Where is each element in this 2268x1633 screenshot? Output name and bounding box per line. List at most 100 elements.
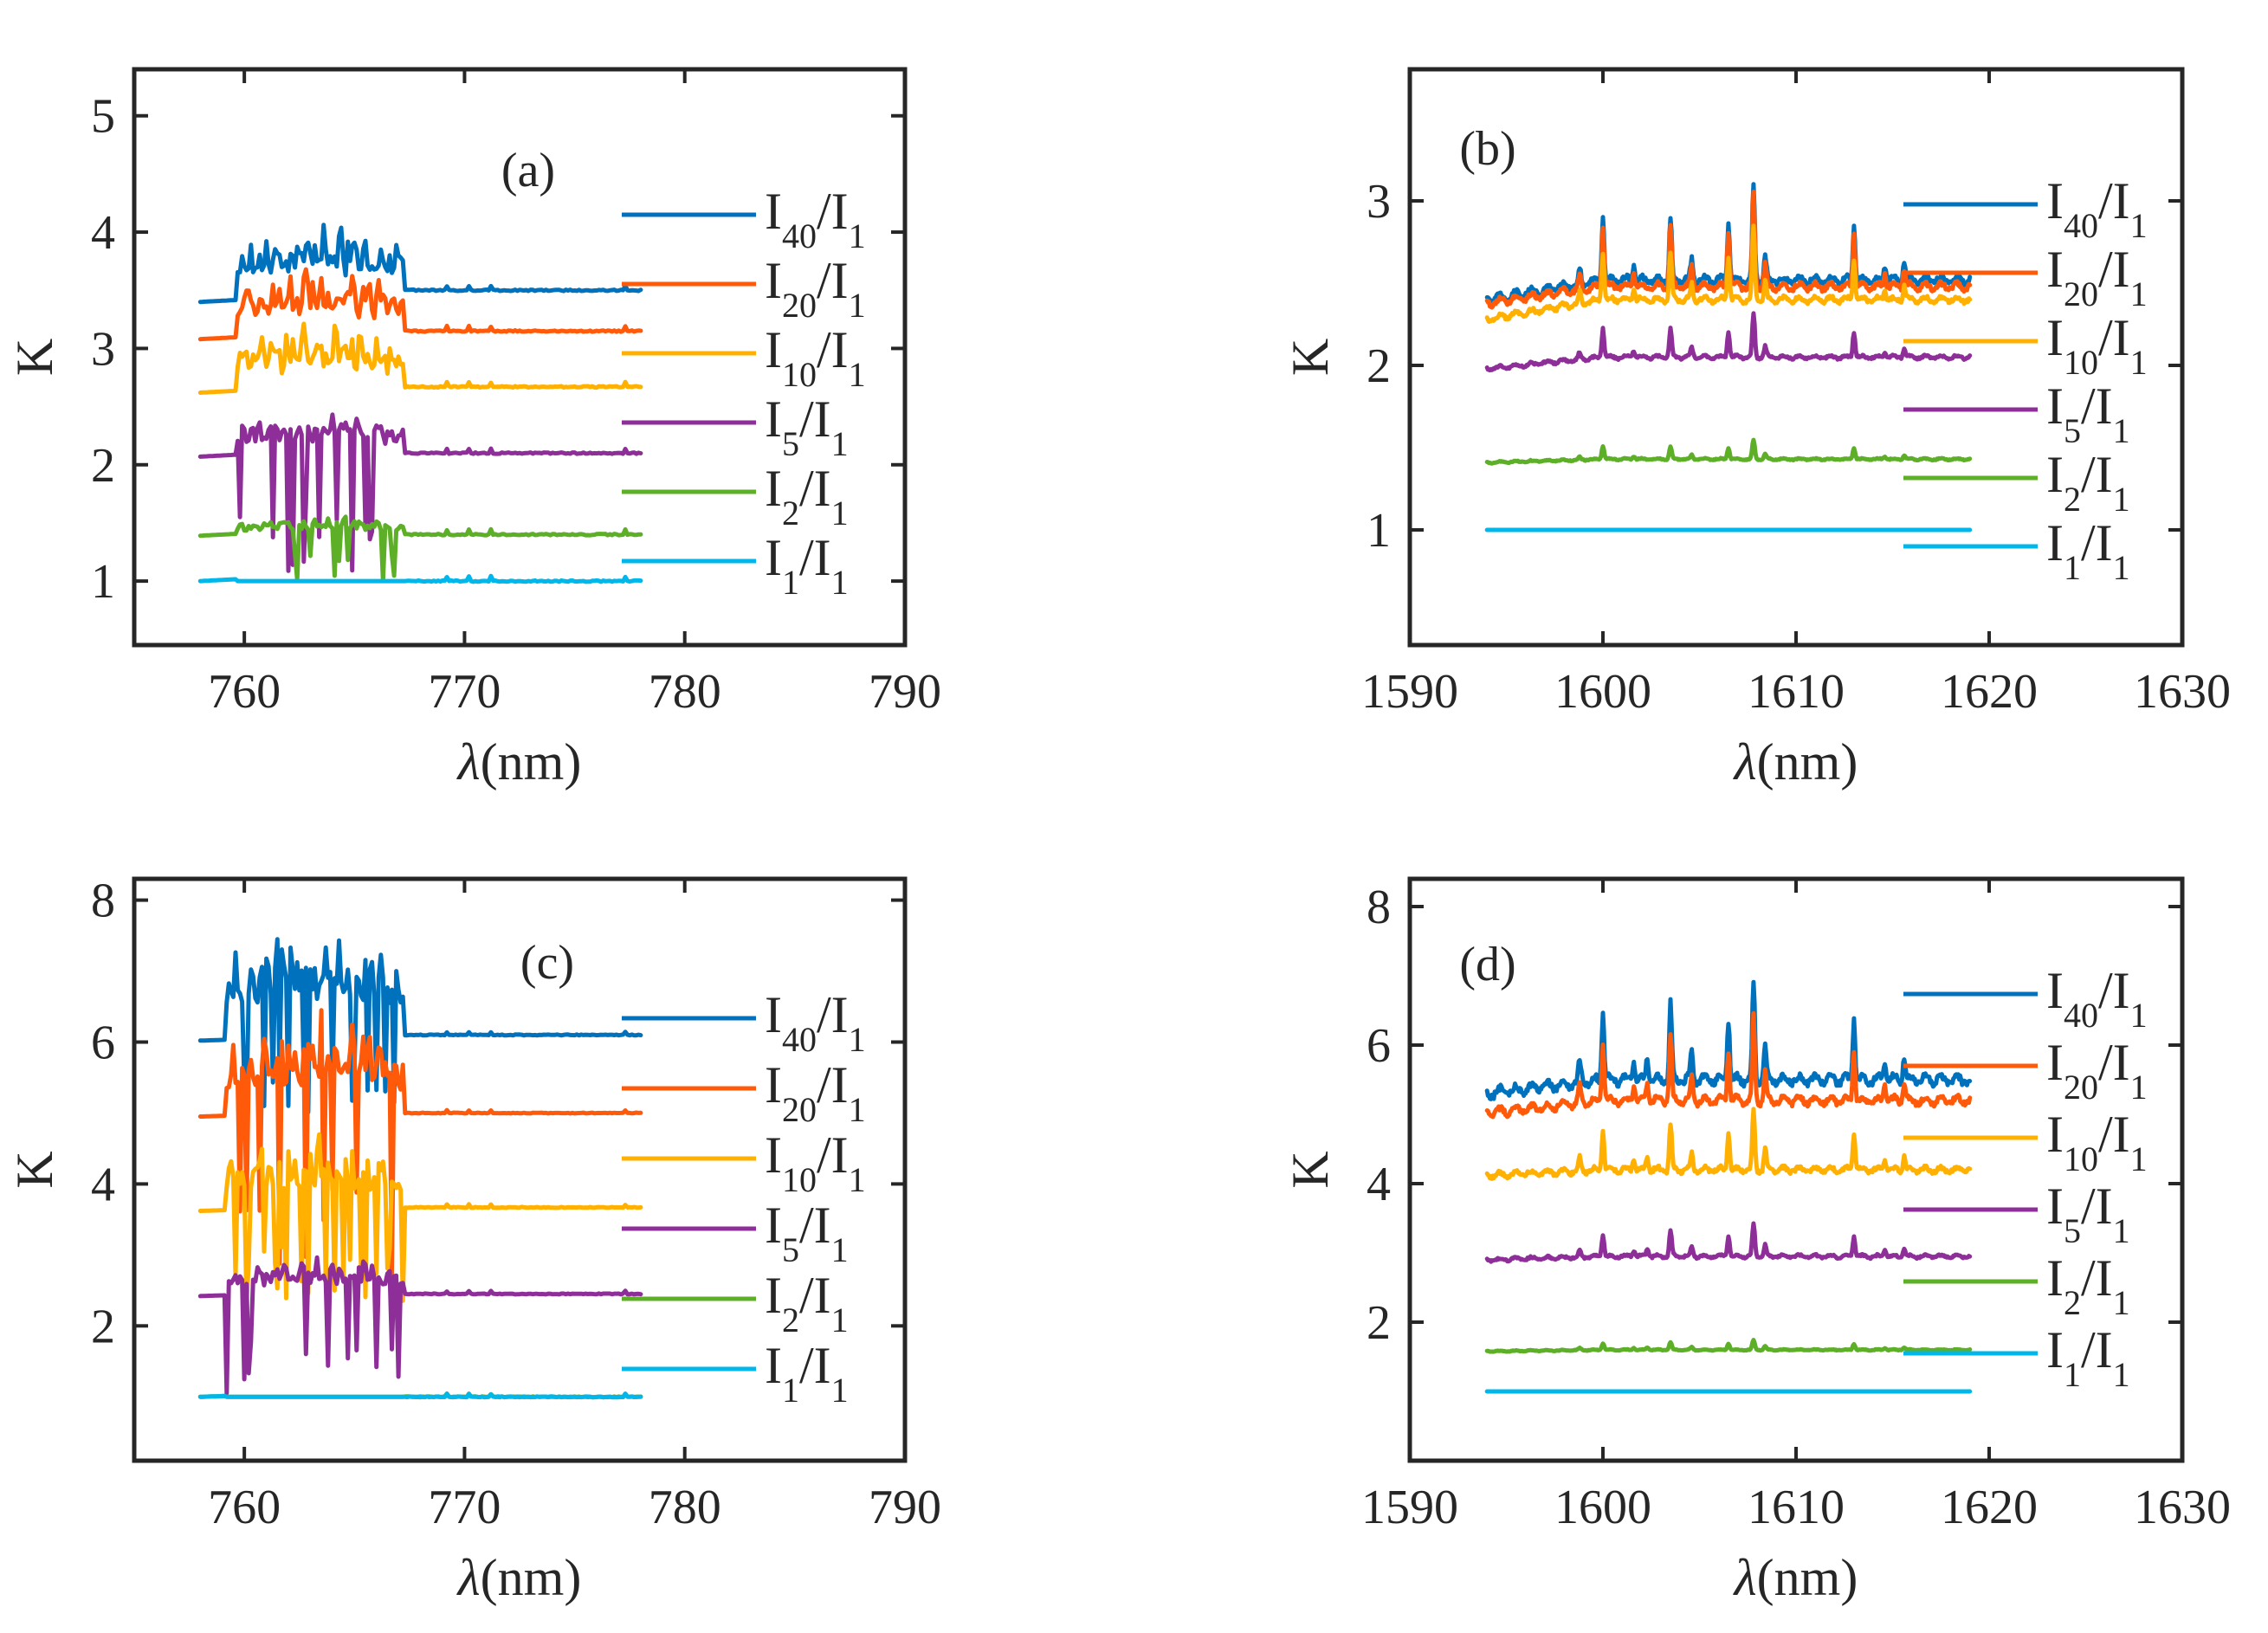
axes-frame [132, 876, 908, 1463]
legend-entry-i1: I1/I1 [2046, 1321, 2130, 1394]
series-line-i2 [1484, 1338, 1973, 1354]
legend-entry-i20: I20/I1 [2046, 1034, 2148, 1107]
x-tick-label: 1600 [1554, 1481, 1651, 1534]
y-tick-label: 4 [91, 206, 115, 260]
series-line-i5 [1484, 311, 1973, 373]
x-axis-symbol: λ [456, 1549, 481, 1606]
legend-entry-i1: I1/I1 [765, 1337, 849, 1410]
y-tick-label: 1 [1367, 504, 1391, 558]
x-axis-symbol: λ [1733, 733, 1757, 791]
y-tick-label: 1 [91, 555, 115, 609]
x-tick-label: 1630 [2134, 1481, 2231, 1534]
x-tick-label: 1620 [1941, 1481, 2038, 1534]
x-tick-label: 780 [649, 665, 721, 719]
legend-entry-i5: I5/I1 [2046, 1178, 2130, 1250]
x-tick-label: 1610 [1748, 665, 1845, 719]
series-group [197, 937, 643, 1400]
legend-entry-i2: I2/I1 [765, 1267, 849, 1339]
y-tick-label: 4 [91, 1158, 115, 1211]
series-line-i40 [197, 937, 643, 1115]
x-tick-label: 790 [869, 665, 941, 719]
x-axis-unit: (nm) [1757, 1549, 1858, 1606]
x-tick-label: 1610 [1748, 1481, 1845, 1534]
x-axis-label: λ(nm) [1733, 733, 1858, 791]
series-line-i40 [1484, 182, 1973, 305]
legend-entry-i10: I10/I1 [765, 321, 866, 394]
series-line-i20 [197, 267, 643, 342]
series-line-i40 [197, 223, 643, 305]
panel-label: (a) [501, 144, 555, 197]
legend-entry-i20: I20/I1 [765, 252, 866, 325]
y-tick-label: 8 [91, 875, 115, 928]
series-line-i10 [1484, 223, 1973, 324]
x-tick-label: 1600 [1554, 665, 1651, 719]
legend-entry-i10: I10/I1 [2046, 1106, 2148, 1178]
legend-entry-i10: I10/I1 [765, 1126, 866, 1199]
y-axis-label: K [1282, 339, 1339, 376]
series-group [1484, 979, 1973, 1394]
legend-entry-i1: I1/I1 [765, 529, 849, 602]
y-axis-label: K [6, 1151, 63, 1188]
x-axis-unit: (nm) [1757, 733, 1858, 791]
legend-entry-i40: I40/I1 [765, 986, 866, 1059]
series-group [1484, 182, 1973, 532]
legend-entry-i5: I5/I1 [765, 390, 849, 463]
y-tick-label: 2 [1367, 1296, 1391, 1350]
x-axis-label: λ(nm) [1733, 1549, 1858, 1606]
y-axis-label: K [6, 339, 63, 376]
x-axis-symbol: λ [456, 733, 481, 791]
series-line-i5 [197, 412, 643, 573]
panel-label: (b) [1459, 122, 1515, 176]
y-tick-label: 2 [91, 439, 115, 493]
y-tick-label: 6 [91, 1016, 115, 1069]
legend-entry-i5: I5/I1 [765, 1197, 849, 1269]
legend-entry-i2: I2/I1 [765, 460, 849, 532]
series-line-i2 [1484, 437, 1973, 466]
y-tick-label: 3 [91, 322, 115, 376]
legend-entry-i20: I20/I1 [2046, 241, 2148, 313]
x-tick-label: 1590 [1361, 1481, 1458, 1534]
y-tick-label: 3 [1367, 175, 1391, 229]
y-tick-label: 2 [1367, 339, 1391, 393]
x-axis-symbol: λ [1733, 1549, 1757, 1606]
x-tick-label: 760 [208, 1481, 281, 1534]
legend-entry-i40: I40/I1 [765, 183, 866, 255]
y-tick-label: 2 [91, 1300, 115, 1353]
panel-label: (d) [1459, 938, 1515, 991]
series-line-i10 [197, 1132, 643, 1305]
legend-entry-i1: I1/I1 [2046, 514, 2130, 587]
y-axis-label: K [1282, 1151, 1339, 1188]
series-line-i40 [1484, 979, 1973, 1101]
legend-entry-i2: I2/I1 [2046, 1249, 2130, 1322]
legend-entry-i10: I10/I1 [2046, 309, 2148, 382]
x-axis-unit: (nm) [481, 733, 582, 791]
x-tick-label: 770 [428, 1481, 501, 1534]
x-tick-label: 1630 [2134, 665, 2231, 719]
series-line-i10 [197, 321, 643, 395]
x-tick-label: 1590 [1361, 665, 1458, 719]
series-line-i5 [197, 1255, 643, 1396]
series-line-i20 [1484, 190, 1973, 310]
y-tick-label: 6 [1367, 1019, 1391, 1073]
legend-entry-i40: I40/I1 [2046, 962, 2148, 1035]
series-line-i2 [197, 514, 643, 584]
x-axis-unit: (nm) [481, 1549, 582, 1606]
series-line-i20 [1484, 1010, 1973, 1120]
series-group [197, 223, 643, 584]
series-line-i10 [1484, 1107, 1973, 1181]
x-axis-label: λ(nm) [456, 733, 582, 791]
legend-entry-i5: I5/I1 [2046, 378, 2130, 450]
legend-entry-i2: I2/I1 [2046, 446, 2130, 519]
panel-b: 1590 1600 1610 1620 1630123λ(nm)K(b)I40/I1I2… [1282, 67, 2231, 791]
x-tick-label: 770 [428, 665, 501, 719]
y-tick-label: 5 [91, 90, 115, 144]
series-line-i5 [1484, 1221, 1973, 1264]
series-line-i1 [197, 573, 643, 584]
panel-label: (c) [520, 936, 574, 990]
x-tick-label: 780 [649, 1481, 721, 1534]
